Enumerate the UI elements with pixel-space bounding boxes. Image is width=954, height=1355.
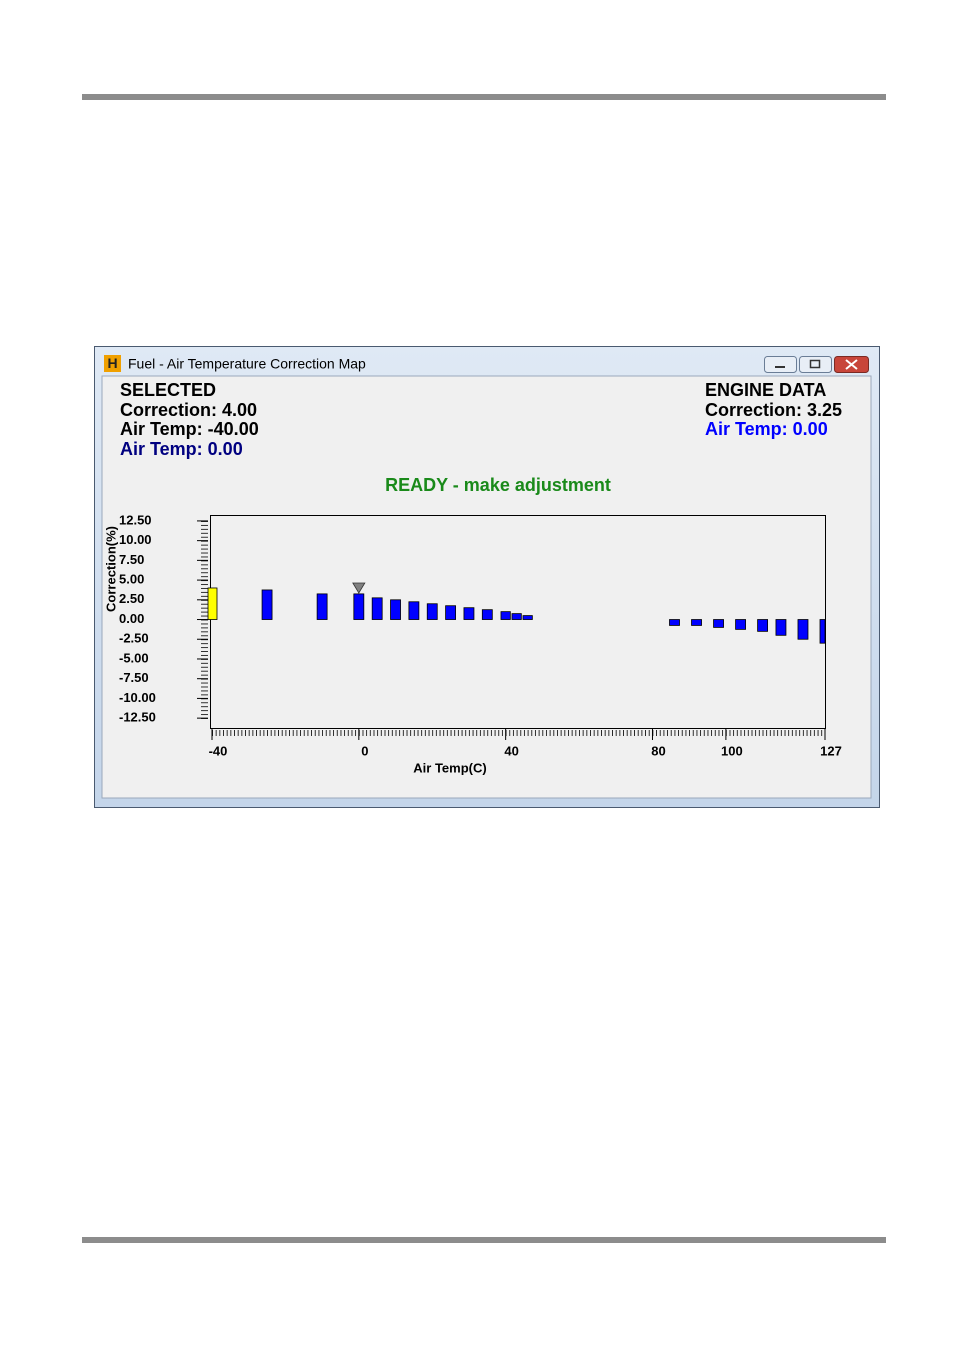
engine-marker: [352, 582, 366, 594]
x-tick-label: 100: [721, 743, 743, 758]
x-axis-label: Air Temp(C): [413, 760, 486, 775]
y-tick-label: -2.50: [119, 631, 149, 646]
minimize-icon: [775, 366, 785, 368]
bar: [500, 611, 511, 620]
selected-heading: SELECTED: [120, 380, 216, 400]
header-rule: [82, 94, 886, 100]
y-tick-label: 5.00: [119, 572, 144, 587]
bar: [207, 587, 218, 620]
window-title: Fuel - Air Temperature Correction Map: [128, 356, 366, 372]
selected-correction: Correction: 4.00: [120, 400, 257, 420]
x-tick-label: 40: [504, 743, 518, 758]
y-tick-label: -7.50: [119, 670, 149, 685]
y-tick-label: -12.50: [119, 710, 156, 725]
y-tick-label: 10.00: [119, 532, 152, 547]
bar: [408, 601, 420, 620]
app-icon-letter: H: [107, 355, 117, 371]
bar: [797, 619, 809, 640]
bar: [691, 619, 702, 626]
bar: [819, 619, 826, 644]
x-tick-label: 80: [651, 743, 665, 758]
bar: [463, 607, 475, 620]
x-minor-ticks: [212, 730, 825, 736]
engine-correction: Correction: 3.25: [705, 400, 842, 420]
maximize-icon: [809, 359, 821, 369]
bar: [481, 609, 493, 620]
status-message: READY - make adjustment: [385, 475, 611, 495]
bar: [261, 589, 273, 620]
bar: [775, 619, 787, 636]
selected-air-temp: Air Temp: -40.00: [120, 419, 259, 439]
y-tick-label: 0.00: [119, 611, 144, 626]
bar: [757, 619, 768, 632]
bar: [669, 619, 680, 626]
y-tick-label: -10.00: [119, 690, 156, 705]
plot-area: [210, 515, 826, 729]
bar: [426, 603, 438, 620]
bar: [735, 619, 746, 630]
y-tick-label: 7.50: [119, 552, 144, 567]
selected-engine-air-temp: Air Temp: 0.00: [120, 439, 243, 459]
bar: [445, 605, 456, 620]
bar: [390, 599, 401, 620]
x-tick-label: 127: [820, 743, 842, 758]
close-icon: [845, 359, 858, 370]
x-tick-label: -40: [209, 743, 228, 758]
x-tick-label: 0: [361, 743, 368, 758]
footer-rule: [82, 1237, 886, 1243]
maximize-button[interactable]: [799, 356, 832, 373]
minimize-button[interactable]: [764, 356, 797, 373]
y-tick-label: 2.50: [119, 591, 144, 606]
chart: 12.50 10.00 7.50 5.00 2.50 0.00 -2.50 -5.00 -7.5…: [119, 512, 842, 758]
engine-air-temp: Air Temp: 0.00: [705, 419, 828, 439]
bar: [713, 619, 724, 628]
engine-heading: ENGINE DATA: [705, 380, 826, 400]
bar: [511, 613, 522, 620]
y-tick-label: 12.50: [119, 512, 152, 527]
bar: [522, 615, 533, 620]
y-axis-label: Correction(%): [103, 526, 118, 612]
bar: [353, 593, 365, 620]
bar: [371, 597, 383, 620]
bar: [316, 593, 328, 620]
app-icon: [104, 355, 121, 372]
y-tick-label: -5.00: [119, 650, 149, 665]
